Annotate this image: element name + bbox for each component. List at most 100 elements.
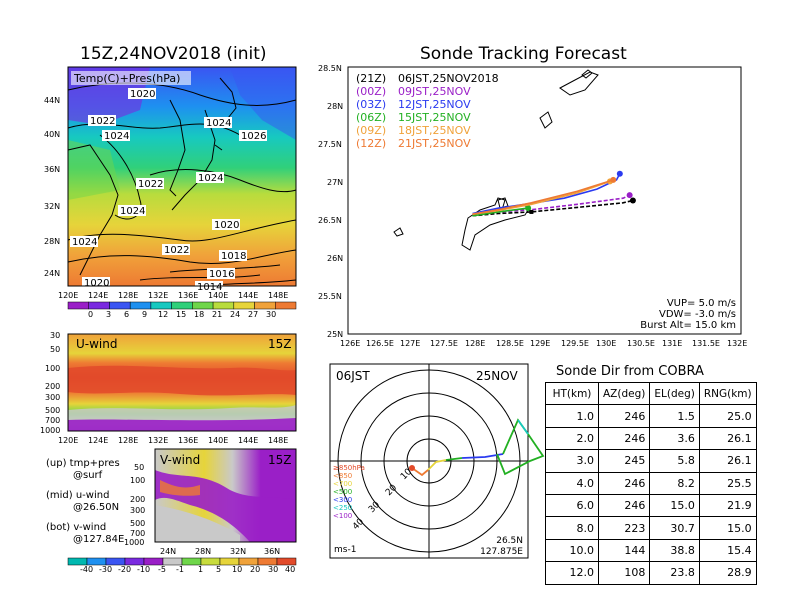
- tcb-tick: 30: [266, 310, 276, 319]
- v-wind-label: V-wind: [160, 453, 200, 467]
- v-lat-tick: 24N: [160, 547, 176, 556]
- isobar-label: 1020: [84, 278, 109, 289]
- temperature-colorbar-swatch: [275, 301, 297, 310]
- track-param: VDW= -3.0 m/s: [659, 309, 736, 320]
- u-p-tick: 1000: [40, 426, 60, 435]
- tcb-tick: 12: [158, 310, 168, 319]
- isobar-label: 1020: [130, 89, 155, 100]
- legend-code: (03Z): [356, 98, 386, 111]
- wcb-tick: 10: [232, 565, 242, 574]
- cell: 3.0: [545, 449, 599, 473]
- cell: 223: [597, 516, 651, 540]
- wcb-tick: -30: [99, 565, 112, 574]
- isobar-label: 1018: [221, 251, 246, 262]
- track-series: [472, 170, 636, 217]
- isobar-label: 1024: [206, 118, 231, 129]
- u-p-tick: 200: [45, 382, 60, 391]
- note-mid-2: @26.50N: [73, 502, 120, 513]
- v-wind-time: 15Z: [268, 453, 292, 467]
- track-axis-ticks: 28.5N 28N 27.5N 27N 26.5N 26N 25.5N 25N …: [318, 64, 747, 348]
- track-lon-tick: 131E: [662, 339, 682, 348]
- wcb-tick: 40: [285, 565, 295, 574]
- cell: 10.0: [545, 538, 599, 563]
- map-lat-tick: 44N: [44, 96, 60, 105]
- track-lon-tick: 130.5E: [627, 339, 655, 348]
- wcb-tick: -1: [176, 565, 184, 574]
- note-bot-2: @127.84E: [73, 534, 125, 545]
- u-lon-tick: 120E: [58, 436, 78, 445]
- polar-level-legend: ≥850hPa <850 <700 <500 <300 <250 <100: [333, 464, 365, 520]
- table-row: 3.0 245 5.8 26.1: [545, 449, 757, 473]
- cell: 1.0: [545, 404, 599, 428]
- map-lon-tick: 140E: [208, 291, 228, 300]
- cell: 21.9: [698, 493, 757, 518]
- cell: 38.8: [649, 538, 700, 563]
- cell: 246: [597, 404, 651, 428]
- coastlines: [67, 77, 237, 276]
- u-lon-tick: 144E: [238, 436, 258, 445]
- track-lon-tick: 130E: [596, 339, 616, 348]
- isobar-label: 1024: [120, 206, 145, 217]
- track-lon-tick: 129.5E: [561, 339, 589, 348]
- tcb-tick: 0: [88, 310, 93, 319]
- v-p-tick: 300: [130, 506, 145, 515]
- track-lat-tick: 26.5N: [318, 216, 342, 225]
- u-p-tick: 100: [45, 364, 60, 373]
- level-legend-item: <300: [333, 496, 352, 504]
- track-legend: (21Z) 06JST,25NOV2018 (00Z) 09JST,25NOV …: [356, 72, 499, 150]
- map-lon-tick: 136E: [178, 291, 198, 300]
- wcb-tick: -10: [137, 565, 150, 574]
- v-p-tick: 700: [130, 529, 145, 538]
- cell: 246: [597, 426, 651, 451]
- col-header: RNG(km): [698, 381, 757, 406]
- tcb-tick: 18: [194, 310, 204, 319]
- track-lat-tick: 25N: [327, 330, 343, 339]
- wind-colorbar-swatch: [276, 557, 297, 566]
- track-title: Sonde Tracking Forecast: [420, 44, 627, 64]
- wcb-tick: 1: [198, 565, 203, 574]
- polar-lon: 127.875E: [480, 547, 523, 557]
- table-row: 4.0 246 8.2 25.5: [545, 471, 757, 495]
- map-lon-tick: 124E: [88, 291, 108, 300]
- isobar-label: 1024: [198, 173, 223, 184]
- tcb-tick: 24: [230, 310, 240, 319]
- track-lon-tick: 128E: [465, 339, 485, 348]
- temperature-colorbar-ticks: 0 3 6 9 12 15 18 21 24 27 30: [88, 310, 276, 319]
- u-p-tick: 300: [45, 393, 60, 402]
- cell: 8.2: [649, 471, 700, 495]
- track-endpoint: [626, 192, 633, 199]
- table-header-row: HT(km) AZ(deg) EL(deg) RNG(km): [545, 381, 757, 406]
- surface-point: [409, 465, 415, 471]
- legend-time: 18JST,25NOV: [398, 124, 471, 137]
- sonde-dir-table: HT(km) AZ(deg) EL(deg) RNG(km) 1.0 246 1.5…: [545, 381, 757, 585]
- polar-unit: ms-1: [334, 545, 356, 555]
- track-lat-tick: 28N: [327, 102, 343, 111]
- cell: 23.8: [649, 561, 700, 585]
- v-p-tick: 200: [130, 495, 145, 504]
- note-bot-1: (bot) v-wind: [46, 522, 107, 533]
- hodograph-trace: [411, 418, 545, 477]
- track-endpoint: [610, 176, 617, 183]
- cell: 1.5: [649, 404, 700, 428]
- map-lon-tick: 128E: [118, 291, 138, 300]
- cell: 26.1: [698, 449, 757, 473]
- track-lat-tick: 27N: [327, 178, 343, 187]
- isobar-label: 1026: [241, 131, 266, 142]
- table-row: 1.0 246 1.5 25.0: [545, 404, 757, 428]
- wind-colorbar: [67, 557, 297, 566]
- map-lat-tick: 36N: [44, 165, 60, 174]
- track-line: [472, 179, 614, 215]
- tcb-tick: 9: [142, 310, 147, 319]
- cell: 246: [597, 471, 651, 495]
- map-lat-tick: 40N: [44, 130, 60, 139]
- wcb-tick: 30: [268, 565, 278, 574]
- cell: 6.0: [545, 493, 599, 518]
- legend-code: (06Z): [356, 111, 386, 124]
- v-p-tick: 50: [134, 463, 144, 472]
- track-lat-tick: 27.5N: [318, 140, 342, 149]
- isobar-labels: 1020 1022 1024 1024 1024 1026 1022 1024 …: [70, 88, 267, 293]
- u-p-tick: 30: [50, 331, 60, 340]
- track-endpoint: [525, 205, 532, 212]
- wcb-tick: -5: [158, 565, 166, 574]
- table-row: 12.0 108 23.8 28.9: [545, 561, 757, 585]
